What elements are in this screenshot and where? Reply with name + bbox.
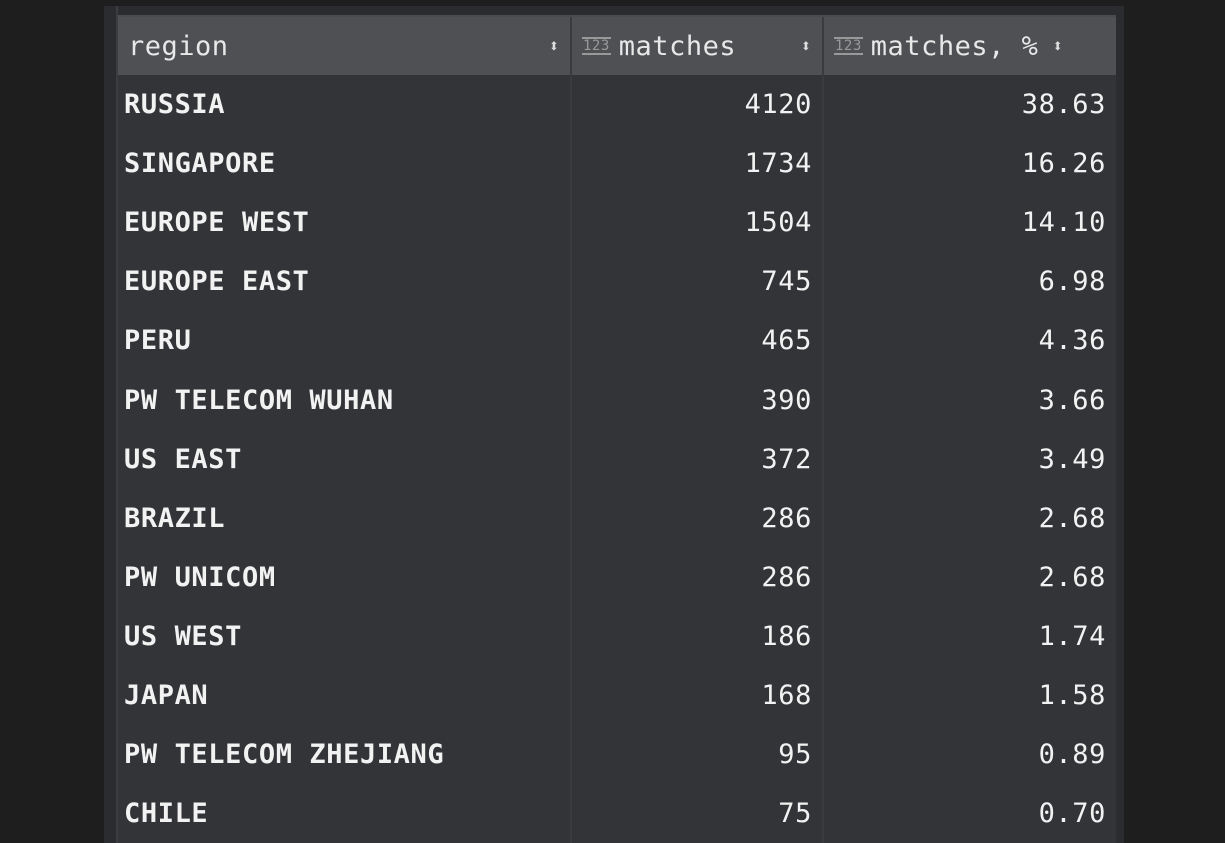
- cell-region[interactable]: PERU: [124, 325, 192, 357]
- cell-matches[interactable]: 745: [570, 252, 822, 312]
- table-row[interactable]: PERU 465 4.36: [118, 311, 1116, 371]
- cell-region[interactable]: BRAZIL: [124, 502, 226, 534]
- table-row[interactable]: BRAZIL 286 2.68: [118, 488, 1116, 548]
- cell-matches-pct[interactable]: 0.70: [822, 784, 1116, 843]
- divider: [118, 15, 1116, 17]
- cell-matches-pct[interactable]: 38.63: [822, 75, 1116, 135]
- column-label: region: [128, 30, 229, 62]
- sort-arrows-icon[interactable]: ⬍: [548, 35, 560, 57]
- cell-matches-pct[interactable]: 2.68: [822, 488, 1116, 548]
- cell-matches[interactable]: 465: [570, 311, 822, 371]
- table-row[interactable]: RUSSIA 4120 38.63: [118, 75, 1116, 135]
- table-row[interactable]: EUROPE WEST 1504 14.10: [118, 193, 1116, 253]
- cell-matches[interactable]: 1504: [570, 193, 822, 253]
- cell-region[interactable]: EUROPE EAST: [124, 266, 310, 298]
- cell-matches[interactable]: 390: [570, 370, 822, 430]
- cell-matches[interactable]: 95: [570, 725, 822, 785]
- cell-matches-pct[interactable]: 1.74: [822, 606, 1116, 666]
- column-label: matches, %: [870, 30, 1039, 62]
- cell-region[interactable]: JAPAN: [124, 679, 209, 711]
- table-body: RUSSIA 4120 38.63 SINGAPORE 1734 16.26 EUROPE …: [118, 75, 1116, 843]
- row-gutter: [104, 6, 118, 843]
- column-label: matches: [618, 30, 737, 62]
- cell-matches[interactable]: 372: [570, 429, 822, 489]
- sort-arrows-icon[interactable]: ⬍: [1052, 35, 1064, 57]
- cell-matches[interactable]: 168: [570, 665, 822, 726]
- cell-matches-pct[interactable]: 3.49: [822, 429, 1116, 489]
- cell-matches-pct[interactable]: 6.98: [822, 252, 1116, 312]
- table-row[interactable]: SINGAPORE 1734 16.26: [118, 134, 1116, 194]
- cell-matches[interactable]: 1734: [570, 134, 822, 194]
- table-row[interactable]: EUROPE EAST 745 6.98: [118, 252, 1116, 312]
- cell-region[interactable]: PW TELECOM WUHAN: [124, 384, 394, 416]
- cell-matches-pct[interactable]: 1.58: [822, 665, 1116, 726]
- table-row[interactable]: US EAST 372 3.49: [118, 429, 1116, 489]
- cell-matches-pct[interactable]: 3.66: [822, 370, 1116, 430]
- cell-region[interactable]: PW TELECOM ZHEJIANG: [124, 739, 445, 771]
- table-row[interactable]: PW TELECOM ZHEJIANG 95 0.89: [118, 725, 1116, 785]
- cell-matches[interactable]: 75: [570, 784, 822, 843]
- table-row[interactable]: CHILE 75 0.70: [118, 784, 1116, 843]
- table-row[interactable]: PW UNICOM 286 2.68: [118, 547, 1116, 607]
- cell-matches-pct[interactable]: 16.26: [822, 134, 1116, 194]
- cell-matches-pct[interactable]: 4.36: [822, 311, 1116, 371]
- cell-matches-pct[interactable]: 0.89: [822, 725, 1116, 785]
- cell-region[interactable]: EUROPE WEST: [124, 207, 310, 239]
- column-header-region[interactable]: region ⬍: [118, 17, 570, 75]
- cell-region[interactable]: US EAST: [124, 443, 242, 475]
- cell-matches[interactable]: 4120: [570, 75, 822, 135]
- numeric-123-icon: 123: [582, 37, 611, 55]
- cell-region[interactable]: US WEST: [124, 620, 242, 652]
- table-header: region ⬍ 123 matches ⬍ 123 matches, % ⬍: [118, 17, 1116, 75]
- cell-region[interactable]: RUSSIA: [124, 89, 226, 121]
- table-row[interactable]: JAPAN 168 1.58: [118, 665, 1116, 726]
- cell-matches-pct[interactable]: 14.10: [822, 193, 1116, 253]
- table-row[interactable]: US WEST 186 1.74: [118, 606, 1116, 666]
- cell-matches[interactable]: 286: [570, 547, 822, 607]
- numeric-123-icon: 123: [834, 37, 863, 55]
- result-grid-panel: region ⬍ 123 matches ⬍ 123 matches, % ⬍ …: [104, 6, 1124, 843]
- cell-region[interactable]: PW UNICOM: [124, 561, 276, 593]
- cell-matches[interactable]: 286: [570, 488, 822, 548]
- cell-matches-pct[interactable]: 2.68: [822, 547, 1116, 607]
- cell-region[interactable]: CHILE: [124, 798, 209, 830]
- cell-matches[interactable]: 186: [570, 606, 822, 666]
- sort-arrows-icon[interactable]: ⬍: [800, 35, 812, 57]
- cell-region[interactable]: SINGAPORE: [124, 148, 276, 180]
- column-header-matches[interactable]: 123 matches ⬍: [570, 17, 822, 75]
- column-header-matches-pct[interactable]: 123 matches, % ⬍: [822, 17, 1116, 75]
- table-row[interactable]: PW TELECOM WUHAN 390 3.66: [118, 370, 1116, 430]
- data-table: region ⬍ 123 matches ⬍ 123 matches, % ⬍ …: [118, 17, 1116, 843]
